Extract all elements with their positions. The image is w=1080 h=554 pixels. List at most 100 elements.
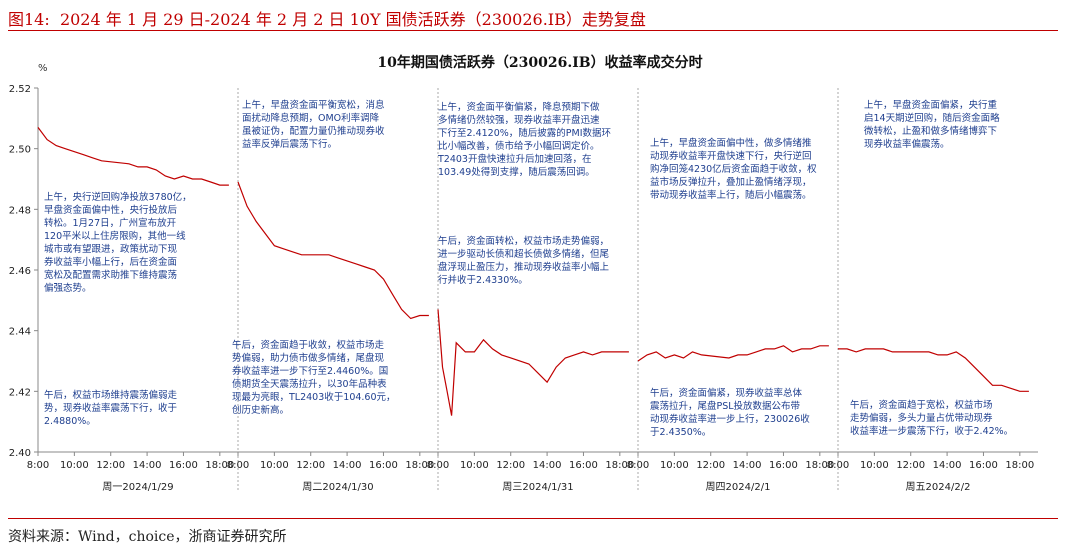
- source-rule: [8, 518, 1058, 519]
- x-tick-label: 8:00: [627, 460, 649, 471]
- annotation-line: 城市或有望跟进，政策扰动下现: [44, 243, 178, 255]
- x-tick-label: 12:00: [96, 460, 125, 471]
- annotation-line: 上午，早盘资金面平衡宽松，消息: [242, 99, 385, 111]
- x-tick-label: 18:00: [605, 460, 634, 471]
- annotation-line: 现券收益率偏震荡。: [864, 138, 950, 150]
- annotation-line: 于2.4350%。: [650, 427, 711, 438]
- annotation-text: 上午，早盘资金面偏中性，做多情绪推动现券收益率开盘快速下行，央行逆回购净回笼42…: [650, 137, 817, 201]
- annotation-text: 上午，早盘资金面平衡宽松，消息面扰动降息预期，OMO利率调降虽被证伪，配置力量仍…: [242, 99, 385, 150]
- annotation-line: 午后，权益市场维持震荡偏弱走: [44, 389, 178, 401]
- annotation-text: 上午，资金面平衡偏紧，降息预期下做多情绪仍然较强，现券收益率开盘迅速下行至2.4…: [437, 101, 611, 178]
- annotation-line: 上午，早盘资金面偏中性，做多情绪推: [650, 137, 812, 149]
- annotation-line: 购净回笼4230亿后资金面趋于收敛，权: [650, 163, 817, 175]
- y-tick-label: 2.52: [9, 84, 31, 95]
- x-tick-label: 10:00: [460, 460, 489, 471]
- annotation-line: 带动现券收益率上行，随后小幅震荡。: [650, 189, 812, 201]
- series-line: [637, 345, 829, 362]
- x-tick-label: 14:00: [133, 460, 162, 471]
- annotation-line: 启14天期逆回购，随后资金面略: [864, 112, 1000, 124]
- x-tick-label: 14:00: [933, 460, 962, 471]
- x-tick-label: 16:00: [569, 460, 598, 471]
- annotation-line: 券收益率小幅上行，后在资金面: [44, 256, 177, 268]
- annotation-line: 震荡拉升，尾盘PSL投放数据公布带: [650, 400, 801, 412]
- annotation-line: 午后，资金面转松，权益市场走势偏弱，: [438, 235, 609, 247]
- y-tick-label: 2.48: [9, 205, 31, 216]
- annotation-line: 势，现券收益率震荡下行，收于: [44, 402, 177, 414]
- figure-title-text: 2024 年 1 月 29 日-2024 年 2 月 2 日 10Y 国债活跃券…: [59, 10, 646, 29]
- x-tick-label: 18:00: [1005, 460, 1034, 471]
- annotation-line: 多情绪仍然较强，现券收益率开盘迅速: [438, 114, 600, 126]
- x-tick-label: 16:00: [169, 460, 198, 471]
- x-tick-label: 8:00: [827, 460, 849, 471]
- series-line: [37, 127, 229, 186]
- y-tick-label: 2.50: [9, 145, 31, 156]
- annotation-line: T2403开盘快速拉升后加速回落，在: [437, 153, 591, 165]
- day-label: 周四2024/2/1: [706, 481, 771, 493]
- annotation-text: 午后，资金面转松，权益市场走势偏弱，进一步驱动长债和超长债做多情绪，但尾盘浮现止…: [438, 235, 610, 286]
- x-tick-label: 12:00: [496, 460, 525, 471]
- x-tick-label: 14:00: [333, 460, 362, 471]
- source-note: 资料来源：Wind，choice，浙商证券研究所: [8, 529, 287, 545]
- annotation-text: 午后，资金面偏紧，现券收益率总体震荡拉升，尾盘PSL投放数据公布带动现券收益率进…: [650, 387, 810, 438]
- x-tick-label: 10:00: [260, 460, 289, 471]
- x-tick-label: 18:00: [805, 460, 834, 471]
- annotation-line: 益市场反弹拉升，叠加止盈情绪浮现，: [650, 176, 812, 188]
- annotation-line: 创历史新高。: [232, 404, 289, 416]
- annotation-line: 比小幅改善，债市给予小幅回调定价。: [438, 140, 600, 152]
- annotation-line: 行并收于2.4330%。: [438, 274, 528, 286]
- annotation-line: 盘浮现止盈压力，推动现券收益率小幅上: [438, 261, 610, 273]
- y-tick-label: 2.42: [9, 387, 31, 398]
- series-line: [237, 181, 429, 320]
- series-line: [437, 309, 629, 416]
- annotation-line: 103.49处得到支撑，随后震荡回调。: [438, 166, 595, 178]
- annotation-line: 面扰动降息预期，OMO利率调降: [242, 112, 380, 124]
- annotation-line: 进一步驱动长债和超长债做多情绪，但尾: [438, 248, 609, 260]
- annotation-line: 偏强态势。: [44, 282, 92, 294]
- annotation-line: 益率反弹后震荡下行。: [242, 138, 337, 150]
- annotation-line: 动现券收益率开盘快速下行，央行逆回: [650, 150, 812, 162]
- x-tick-label: 18:00: [205, 460, 234, 471]
- figure-label: 图14:: [8, 10, 50, 29]
- annotation-line: 120平米以上住房限购，其他一线: [44, 230, 186, 242]
- annotation-line: 2.4880%。: [44, 416, 96, 427]
- x-tick-label: 10:00: [860, 460, 889, 471]
- x-tick-label: 12:00: [896, 460, 925, 471]
- annotation-text: 午后，权益市场维持震荡偏弱走势，现券收益率震荡下行，收于 2.4880%。: [44, 389, 178, 427]
- day-label: 周五2024/2/2: [906, 481, 971, 493]
- annotation-line: 券收益率进一步下行至2.4460%。国: [232, 365, 388, 377]
- annotation-line: 走势偏弱，多头力量占优带动现券: [850, 412, 993, 424]
- annotation-line: 午后，资金面趋于收敛，权益市场走: [232, 339, 385, 351]
- annotation-line: 上午，资金面平衡偏紧，降息预期下做: [438, 101, 600, 113]
- y-tick-label: 2.44: [9, 327, 31, 338]
- annotation-line: 下行至2.4120%，随后披露的PMI数据环: [438, 127, 611, 139]
- annotation-text: 上午，央行逆回购净投放3780亿，早盘资金面偏中性，央行投放后转松。1月27日，…: [44, 191, 192, 294]
- x-tick-label: 8:00: [427, 460, 449, 471]
- annotation-line: 上午，央行逆回购净投放3780亿，: [44, 191, 192, 203]
- annotation-line: 动现券收益率进一步上行，230026收: [650, 413, 810, 425]
- annotation-line: 势偏弱，助力债市做多情绪，尾盘现: [232, 352, 385, 364]
- day-label: 周三2024/1/31: [502, 481, 573, 493]
- annotation-line: 宽松及配置需求助推下维持震荡: [44, 269, 177, 281]
- x-tick-label: 14:00: [733, 460, 762, 471]
- series-line: [838, 348, 1029, 392]
- chart-title: 10年期国债活跃券（230026.IB）收益率成交分时: [377, 54, 702, 71]
- x-tick-label: 8:00: [227, 460, 249, 471]
- annotation-text: 午后，资金面趋于宽松，权益市场走势偏弱，多头力量占优带动现券收益率进一步震荡下行…: [850, 399, 1013, 437]
- x-tick-label: 12:00: [296, 460, 325, 471]
- title-rule: [8, 30, 1058, 31]
- x-tick-label: 18:00: [405, 460, 434, 471]
- x-tick-label: 14:00: [533, 460, 562, 471]
- annotation-line: 转松。1月27日，广州宣布放开: [44, 217, 177, 229]
- annotation-text: 上午，早盘资金面偏紧，央行重启14天期逆回购，随后资金面略微转松，止盈和做多情绪…: [864, 99, 1000, 150]
- day-label: 周一2024/1/29: [102, 481, 173, 493]
- x-tick-label: 16:00: [969, 460, 998, 471]
- annotation-line: 上午，早盘资金面偏紧，央行重: [864, 99, 998, 111]
- annotation-line: 虽被证伪，配置力量仍推动现券收: [242, 125, 385, 137]
- annotation-line: 午后，资金面偏紧，现券收益率总体: [650, 387, 803, 399]
- annotation-line: 午后，资金面趋于宽松，权益市场: [850, 399, 993, 411]
- annotation-line: 债期货全天震荡拉升，以30年品种表: [232, 378, 387, 390]
- x-tick-label: 10:00: [60, 460, 89, 471]
- x-tick-label: 16:00: [769, 460, 798, 471]
- y-axis-unit: %: [38, 63, 48, 74]
